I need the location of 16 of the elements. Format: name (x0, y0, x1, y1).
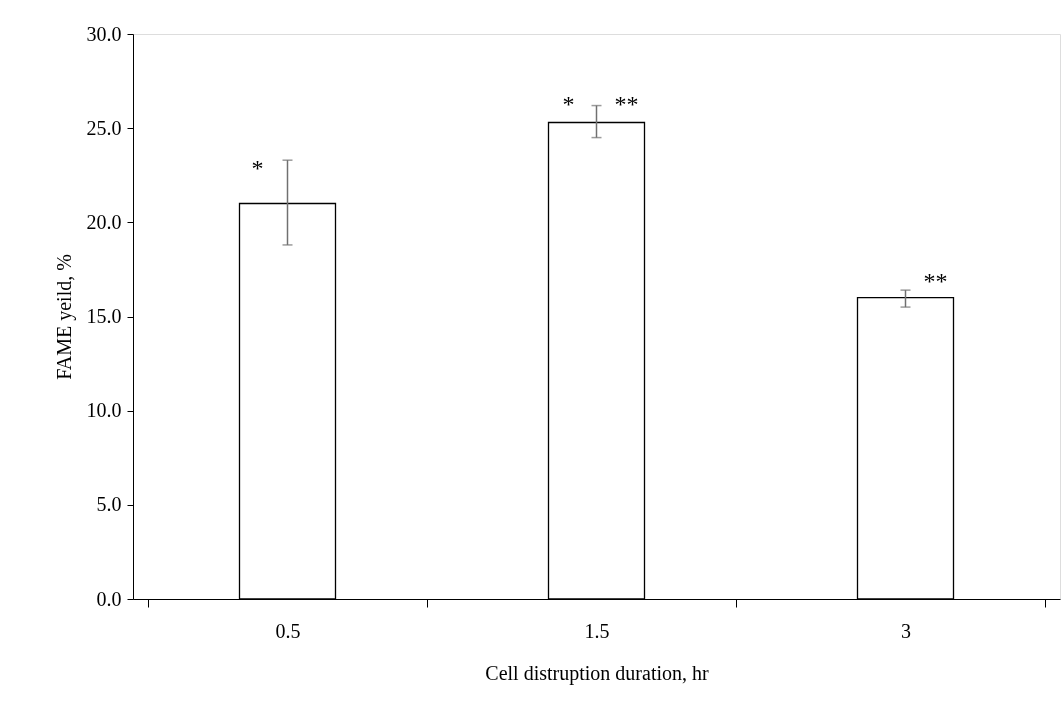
y-tick-label: 15.0 (86, 305, 122, 327)
y-tick-label: 10.0 (86, 399, 122, 422)
y-tick-label: 30.0 (86, 22, 122, 45)
annotation: * (251, 155, 264, 182)
y-tick-label: 25.0 (86, 116, 122, 139)
y-tick-label: 5.0 (96, 493, 122, 516)
annotation: ** (614, 91, 639, 118)
annotation: ** (923, 268, 948, 295)
x-axis-title: Cell distruption duration, hr (485, 661, 709, 685)
x-tick-label: 1.5 (584, 619, 610, 642)
x-tick-label: 0.5 (275, 619, 301, 642)
y-tick-label: 0.0 (96, 587, 122, 610)
y-axis-title: FAME yeild, % (52, 254, 76, 380)
annotation: * (562, 91, 575, 118)
x-tick-label: 3 (901, 619, 911, 642)
y-tick-label: 20.0 (86, 210, 122, 233)
